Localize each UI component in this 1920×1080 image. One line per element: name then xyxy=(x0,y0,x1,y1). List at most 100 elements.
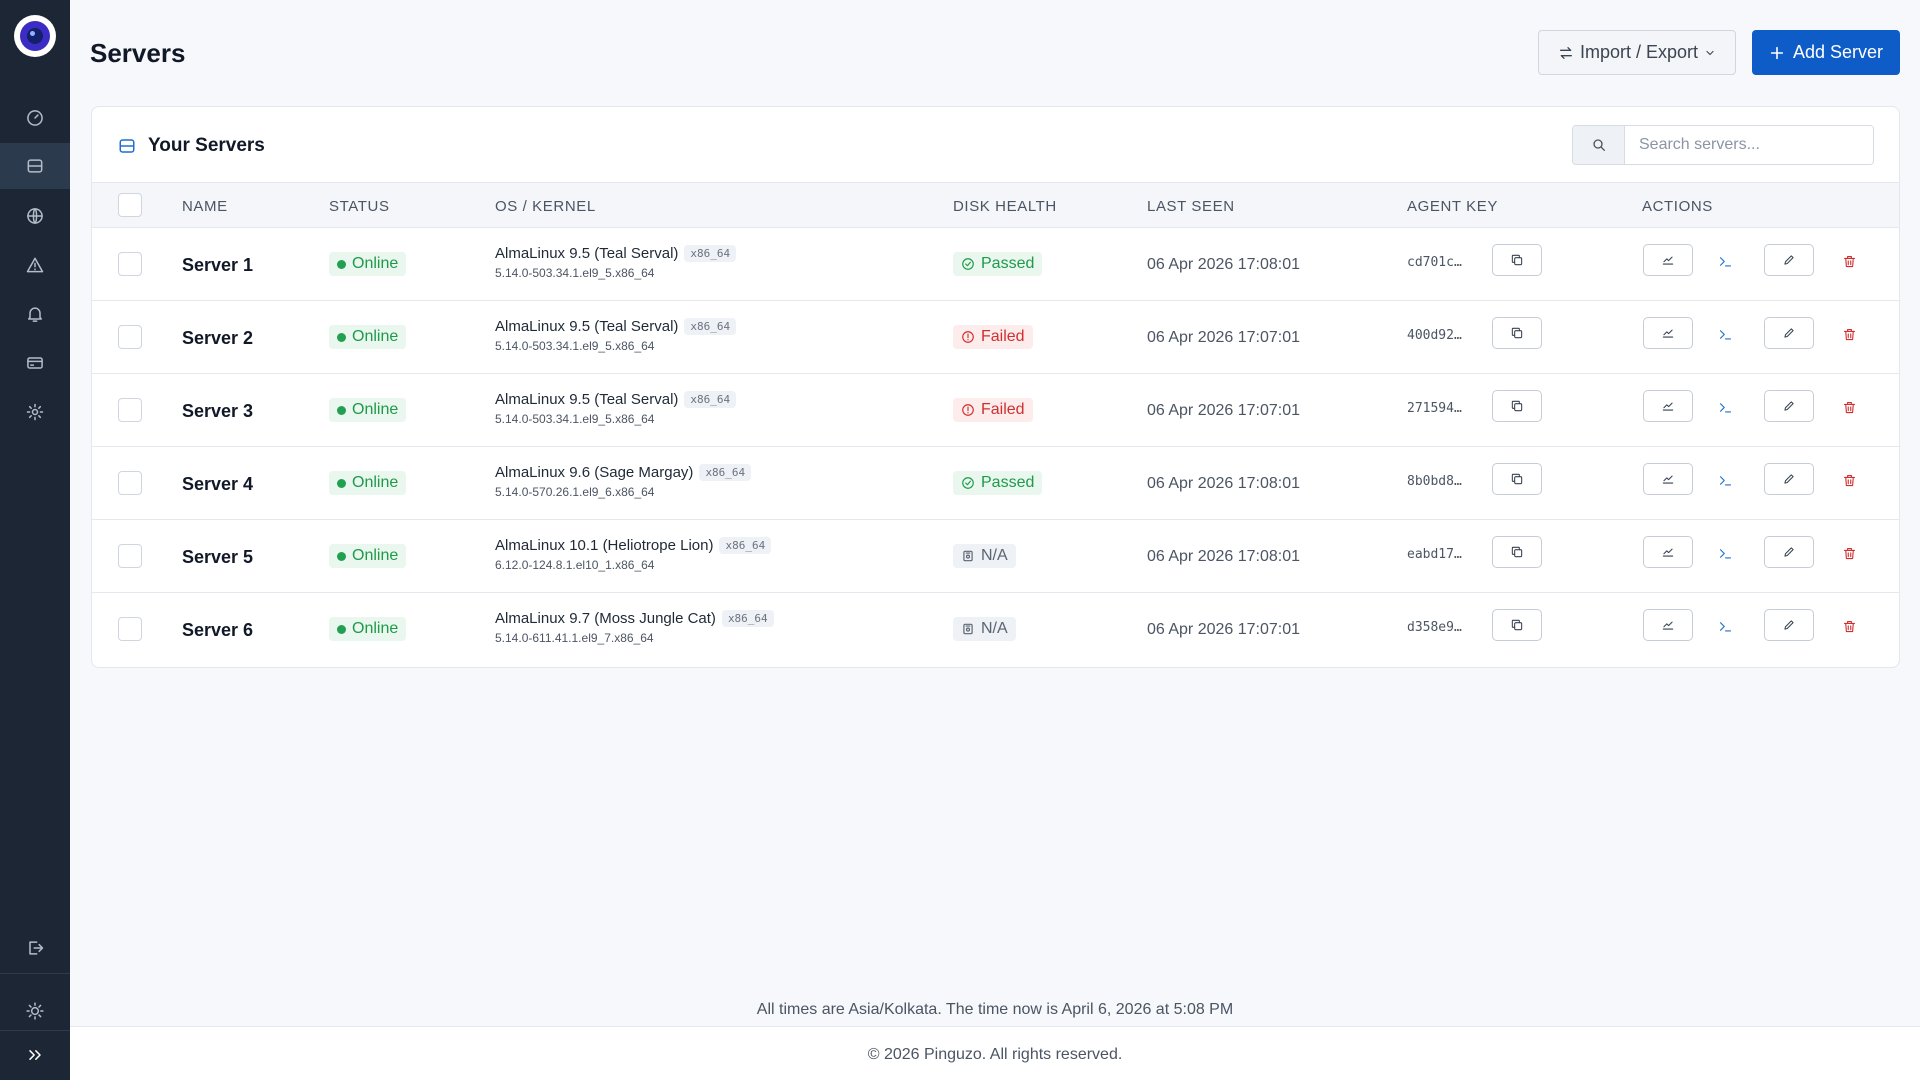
column-header-last-seen[interactable]: LAST SEEN xyxy=(1147,198,1235,215)
metrics-button[interactable] xyxy=(1643,390,1693,422)
nav-logout[interactable] xyxy=(0,925,70,971)
row-checkbox[interactable] xyxy=(118,544,142,568)
terminal-button[interactable] xyxy=(1712,321,1738,347)
row-checkbox[interactable] xyxy=(118,617,142,641)
metrics-button[interactable] xyxy=(1643,609,1693,641)
expand-chevrons-icon xyxy=(29,1050,41,1060)
table-row: Server 4 Online AlmaLinux 9.6 (Sage Marg… xyxy=(92,447,1899,520)
server-name-link[interactable]: Server 5 xyxy=(182,547,254,567)
nav-alerts[interactable] xyxy=(0,242,70,288)
arch-badge: x86_64 xyxy=(719,537,772,554)
nav-dashboard[interactable] xyxy=(0,95,70,141)
pinguzo-logo[interactable] xyxy=(14,15,56,57)
agent-key: 8b0bd8… xyxy=(1407,474,1462,489)
column-header-agent-key[interactable]: AGENT KEY xyxy=(1407,198,1498,215)
footer: © 2026 Pinguzo. All rights reserved. xyxy=(70,1026,1920,1080)
copy-key-button[interactable] xyxy=(1492,463,1542,495)
nav-billing[interactable] xyxy=(0,340,70,386)
search-input[interactable] xyxy=(1625,126,1873,164)
row-checkbox[interactable] xyxy=(118,252,142,276)
select-all-checkbox[interactable] xyxy=(118,193,142,217)
column-header-status[interactable]: STATUS xyxy=(329,198,390,215)
copy-key-button[interactable] xyxy=(1492,244,1542,276)
add-server-button[interactable]: Add Server xyxy=(1752,30,1900,75)
sidebar-expand[interactable] xyxy=(0,1032,70,1078)
agent-key: 271594… xyxy=(1407,401,1462,416)
edit-button[interactable] xyxy=(1764,609,1814,641)
row-checkbox[interactable] xyxy=(118,471,142,495)
copy-key-button[interactable] xyxy=(1492,536,1542,568)
status-badge: Online xyxy=(329,471,407,495)
metrics-button[interactable] xyxy=(1643,463,1693,495)
server-name-link[interactable]: Server 1 xyxy=(182,255,254,275)
terminal-button[interactable] xyxy=(1712,613,1738,639)
terminal-button[interactable] xyxy=(1712,540,1738,566)
dashboard-icon xyxy=(27,110,43,126)
metrics-button[interactable] xyxy=(1643,536,1693,568)
disk-icon xyxy=(963,623,973,635)
copy-icon xyxy=(1511,619,1523,631)
chart-icon xyxy=(1662,402,1674,411)
copy-icon xyxy=(1511,400,1523,412)
column-header-os[interactable]: OS / KERNEL xyxy=(495,198,596,215)
copy-key-button[interactable] xyxy=(1492,317,1542,349)
import-export-button[interactable]: Import / Export xyxy=(1538,30,1736,75)
os-name: AlmaLinux 9.7 (Moss Jungle Cat) xyxy=(495,610,716,627)
delete-button[interactable] xyxy=(1836,613,1862,639)
delete-button[interactable] xyxy=(1836,467,1862,493)
edit-button[interactable] xyxy=(1764,463,1814,495)
nav-domains[interactable] xyxy=(0,193,70,239)
edit-button[interactable] xyxy=(1764,536,1814,568)
trash-icon xyxy=(1843,328,1855,340)
edit-button[interactable] xyxy=(1764,244,1814,276)
os-kernel-cell: AlmaLinux 9.7 (Moss Jungle Cat) x86_64 5… xyxy=(495,610,774,645)
server-name-link[interactable]: Server 6 xyxy=(182,620,254,640)
column-header-name[interactable]: NAME xyxy=(182,198,228,215)
edit-button[interactable] xyxy=(1764,390,1814,422)
metrics-button[interactable] xyxy=(1643,317,1693,349)
os-kernel-cell: AlmaLinux 10.1 (Heliotrope Lion) x86_64 … xyxy=(495,537,772,572)
terminal-button[interactable] xyxy=(1712,467,1738,493)
edit-button[interactable] xyxy=(1764,317,1814,349)
copy-key-button[interactable] xyxy=(1492,609,1542,641)
nav-settings[interactable] xyxy=(0,389,70,435)
server-name-link[interactable]: Server 3 xyxy=(182,401,254,421)
column-header-disk[interactable]: DISK HEALTH xyxy=(953,198,1057,215)
delete-button[interactable] xyxy=(1836,248,1862,274)
page-title: Servers xyxy=(90,38,186,68)
pencil-icon xyxy=(1784,255,1794,265)
delete-button[interactable] xyxy=(1836,394,1862,420)
kernel-version: 6.12.0-124.8.1.el10_1.x86_64 xyxy=(495,558,655,572)
os-kernel-cell: AlmaLinux 9.5 (Teal Serval) x86_64 5.14.… xyxy=(495,391,737,426)
last-seen: 06 Apr 2026 17:07:01 xyxy=(1147,329,1301,346)
row-checkbox[interactable] xyxy=(118,398,142,422)
delete-button[interactable] xyxy=(1836,321,1862,347)
settings-gear-icon xyxy=(26,403,44,421)
status-badge: Online xyxy=(329,325,407,349)
disk-health-badge: Failed xyxy=(953,325,1033,349)
disk-health-badge: Failed xyxy=(953,398,1033,422)
server-name-link[interactable]: Server 4 xyxy=(182,474,254,494)
sidebar xyxy=(0,0,70,1080)
theme-sun-icon xyxy=(26,1002,44,1020)
nav-notifications[interactable] xyxy=(0,291,70,337)
card-title: Your Servers xyxy=(118,135,265,157)
row-checkbox[interactable] xyxy=(118,325,142,349)
search-icon xyxy=(1573,126,1625,164)
copy-key-button[interactable] xyxy=(1492,390,1542,422)
terminal-button[interactable] xyxy=(1712,248,1738,274)
terminal-button[interactable] xyxy=(1712,394,1738,420)
copy-icon xyxy=(1511,327,1523,339)
theme-toggle[interactable] xyxy=(0,988,70,1034)
disk-health-text: Failed xyxy=(981,328,1025,345)
disk-health-text: N/A xyxy=(981,620,1008,637)
last-seen: 06 Apr 2026 17:07:01 xyxy=(1147,621,1301,638)
status-dot-icon xyxy=(337,332,346,342)
nav-servers[interactable] xyxy=(0,143,70,189)
os-kernel-cell: AlmaLinux 9.5 (Teal Serval) x86_64 5.14.… xyxy=(495,245,737,280)
metrics-button[interactable] xyxy=(1643,244,1693,276)
card-title-text: Your Servers xyxy=(148,135,265,156)
delete-button[interactable] xyxy=(1836,540,1862,566)
server-name-link[interactable]: Server 2 xyxy=(182,328,254,348)
disk-health-text: N/A xyxy=(981,547,1008,564)
